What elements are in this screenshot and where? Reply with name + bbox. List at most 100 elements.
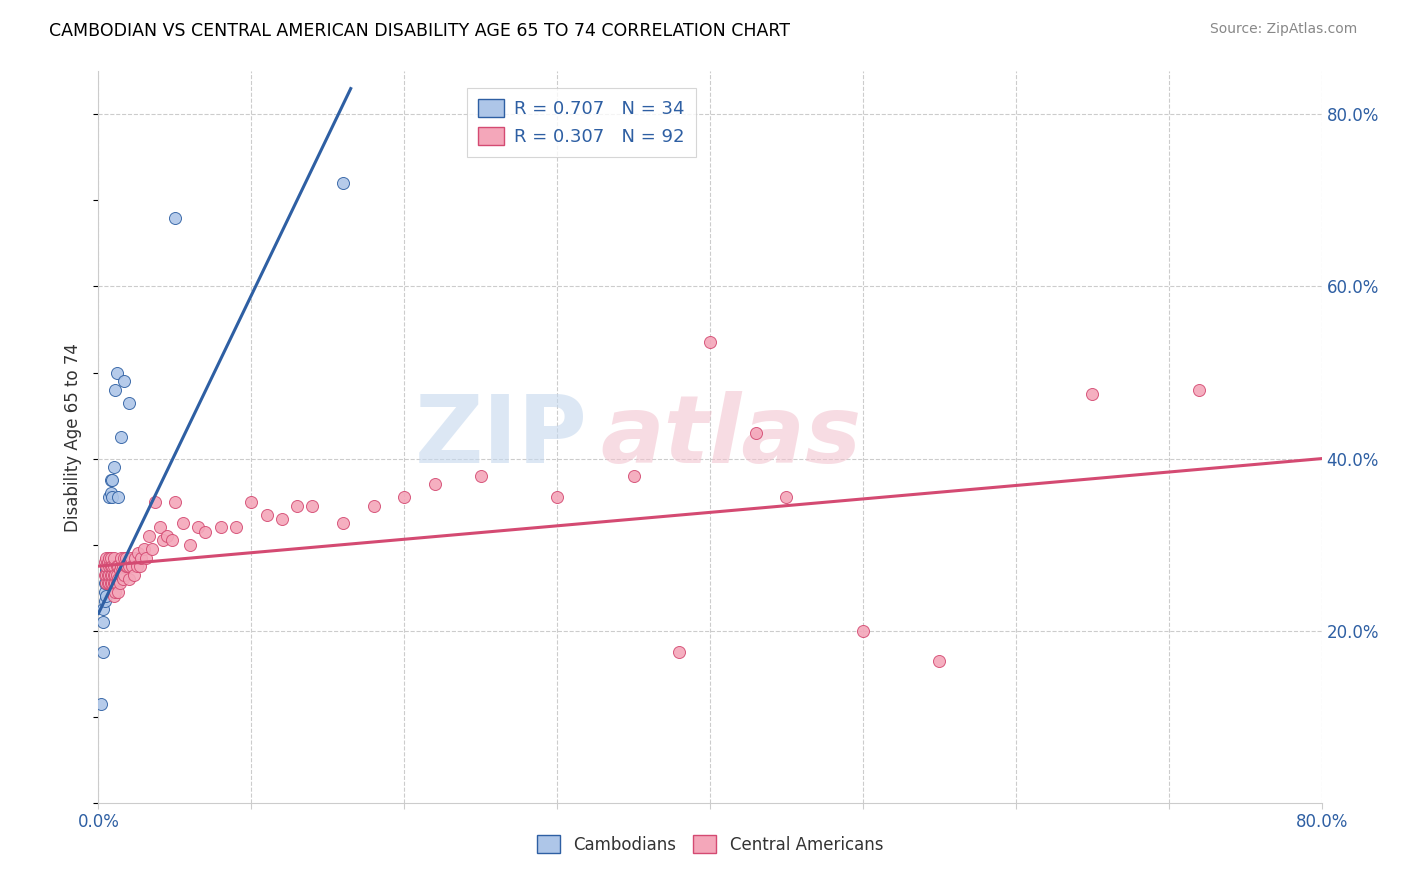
Point (1188, 383, 1211, 397)
Point (98, 550, 121, 565)
Point (104, 576, 127, 591)
Point (98, 559, 121, 574)
Point (225, 520, 247, 534)
Point (423, 477, 446, 491)
Point (98, 564, 121, 578)
Point (118, 395, 141, 409)
Point (104, 383, 127, 397)
Point (138, 529, 160, 543)
Point (98, 491, 121, 505)
Point (94, 564, 117, 578)
Point (117, 559, 139, 574)
Point (112, 374, 135, 388)
Point (121, 559, 143, 574)
Point (105, 559, 128, 574)
Point (110, 559, 132, 574)
Point (104, 567, 127, 582)
Point (91, 615, 114, 629)
Point (152, 533, 174, 548)
Point (93, 567, 115, 582)
Point (101, 567, 124, 582)
Point (110, 550, 132, 565)
Point (108, 564, 131, 578)
Point (103, 576, 125, 591)
Point (108, 576, 131, 591)
Point (129, 550, 152, 565)
Point (98, 559, 121, 574)
Point (94, 559, 117, 574)
Point (122, 567, 145, 582)
Point (124, 550, 146, 565)
Point (97, 555, 120, 569)
Point (118, 572, 141, 586)
Point (111, 572, 134, 586)
Point (94, 567, 117, 582)
Point (134, 541, 156, 556)
Point (98, 555, 121, 569)
Point (101, 576, 124, 591)
Point (101, 559, 124, 574)
Point (94, 550, 117, 565)
Point (179, 538, 201, 552)
Point (97, 559, 120, 574)
Point (623, 468, 645, 483)
Point (135, 550, 157, 565)
Point (301, 499, 323, 513)
Point (94, 589, 117, 603)
Point (97, 555, 120, 569)
Point (928, 654, 950, 668)
Point (107, 572, 129, 586)
Point (118, 559, 141, 574)
Text: ZIP: ZIP (415, 391, 588, 483)
Point (103, 460, 125, 475)
Point (332, 176, 354, 190)
Point (103, 567, 125, 582)
Point (107, 585, 129, 599)
Point (103, 559, 125, 574)
Point (745, 425, 768, 440)
Point (100, 550, 122, 565)
Point (97, 576, 120, 591)
Legend: Cambodians, Central Americans: Cambodians, Central Americans (530, 829, 890, 860)
Point (187, 520, 209, 534)
Point (112, 567, 135, 582)
Point (101, 473, 124, 487)
Point (100, 486, 122, 500)
Point (172, 516, 194, 530)
Point (194, 524, 217, 539)
Point (1081, 387, 1104, 401)
Point (699, 335, 721, 350)
Point (110, 430, 132, 444)
Point (98, 576, 121, 591)
Text: Source: ZipAtlas.com: Source: ZipAtlas.com (1209, 22, 1357, 37)
Point (94, 576, 117, 591)
Point (104, 585, 127, 599)
Point (546, 491, 568, 505)
Point (270, 512, 292, 526)
Point (852, 624, 875, 638)
Point (100, 559, 122, 574)
Point (100, 567, 122, 582)
Point (97, 567, 120, 582)
Point (143, 494, 166, 508)
Point (470, 468, 492, 483)
Point (94, 559, 117, 574)
Point (98, 567, 121, 582)
Point (285, 499, 308, 513)
Point (256, 508, 278, 522)
Point (363, 499, 385, 513)
Point (101, 491, 124, 505)
Point (107, 559, 129, 574)
Point (125, 559, 148, 574)
Point (240, 494, 263, 508)
Point (107, 491, 129, 505)
Point (110, 567, 132, 582)
Point (149, 520, 172, 534)
Point (111, 559, 134, 574)
Point (127, 546, 149, 560)
Point (141, 541, 163, 556)
Point (100, 576, 122, 591)
Point (160, 533, 183, 548)
Text: CAMBODIAN VS CENTRAL AMERICAN DISABILITY AGE 65 TO 74 CORRELATION CHART: CAMBODIAN VS CENTRAL AMERICAN DISABILITY… (49, 22, 790, 40)
Point (105, 576, 128, 591)
